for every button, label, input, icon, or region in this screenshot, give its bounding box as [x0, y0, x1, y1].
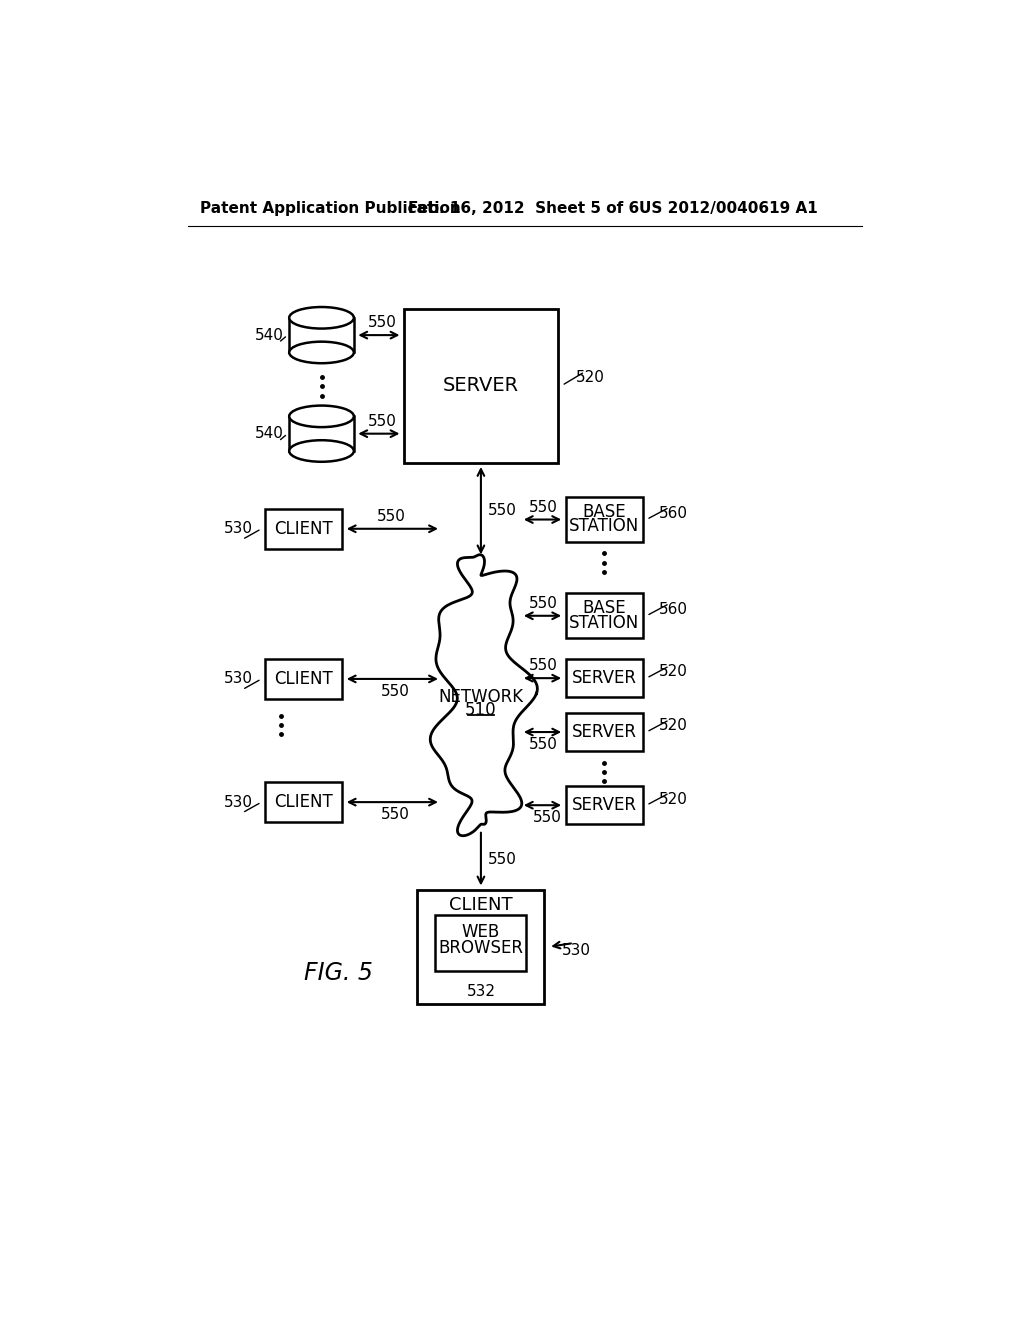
Bar [289, 416, 354, 451]
Text: 560: 560 [658, 602, 688, 618]
Ellipse shape [289, 308, 354, 329]
Bar [565, 785, 643, 825]
Text: 550: 550 [528, 500, 558, 515]
Text: 550: 550 [377, 510, 407, 524]
Text: STATION: STATION [569, 517, 639, 536]
Ellipse shape [289, 441, 354, 462]
Text: 520: 520 [659, 792, 688, 807]
Text: Patent Application Publication: Patent Application Publication [200, 201, 461, 216]
Text: 540: 540 [255, 327, 284, 343]
Text: SERVER: SERVER [571, 723, 637, 741]
Text: 550: 550 [488, 851, 517, 867]
Bar [265, 508, 342, 549]
Text: 550: 550 [528, 737, 558, 752]
Text: SERVER: SERVER [571, 796, 637, 814]
Text: NETWORK: NETWORK [438, 689, 523, 706]
Text: CLIENT: CLIENT [274, 793, 333, 810]
Text: FIG. 5: FIG. 5 [304, 961, 373, 985]
Bar [289, 318, 354, 352]
Bar [265, 781, 342, 822]
Text: Feb. 16, 2012  Sheet 5 of 6: Feb. 16, 2012 Sheet 5 of 6 [408, 201, 639, 216]
Text: 520: 520 [575, 371, 605, 385]
Text: BASE: BASE [583, 599, 626, 616]
Text: SERVER: SERVER [571, 669, 637, 688]
Text: 540: 540 [255, 426, 284, 441]
Bar [403, 309, 558, 462]
Text: CLIENT: CLIENT [450, 896, 513, 915]
Text: 530: 530 [224, 672, 253, 686]
Text: 530: 530 [224, 795, 253, 809]
Text: 550: 550 [488, 503, 517, 519]
Bar [435, 915, 526, 970]
Text: 532: 532 [466, 983, 496, 999]
Bar [565, 713, 643, 751]
Text: SERVER: SERVER [442, 376, 519, 395]
Text: 550: 550 [381, 807, 410, 822]
Ellipse shape [289, 405, 354, 428]
Bar [565, 659, 643, 697]
Text: 550: 550 [528, 659, 558, 673]
Bar [565, 594, 643, 638]
Text: STATION: STATION [569, 614, 639, 632]
Text: CLIENT: CLIENT [274, 520, 333, 537]
Text: 510: 510 [465, 701, 497, 719]
Text: 550: 550 [532, 810, 561, 825]
Text: 560: 560 [658, 506, 688, 521]
Bar [565, 498, 643, 541]
Text: CLIENT: CLIENT [274, 671, 333, 688]
Text: 530: 530 [562, 944, 591, 958]
Text: 530: 530 [224, 521, 253, 536]
Text: 550: 550 [369, 315, 397, 330]
Text: BASE: BASE [583, 503, 626, 521]
Text: 520: 520 [659, 664, 688, 680]
Text: 550: 550 [381, 684, 410, 698]
Text: WEB: WEB [462, 923, 500, 941]
Text: BROWSER: BROWSER [438, 939, 523, 957]
Text: 550: 550 [369, 414, 397, 429]
Text: 520: 520 [659, 718, 688, 734]
Text: US 2012/0040619 A1: US 2012/0040619 A1 [639, 201, 817, 216]
Bar [418, 890, 545, 1003]
Text: 550: 550 [528, 595, 558, 611]
Ellipse shape [289, 342, 354, 363]
Bar [265, 659, 342, 700]
